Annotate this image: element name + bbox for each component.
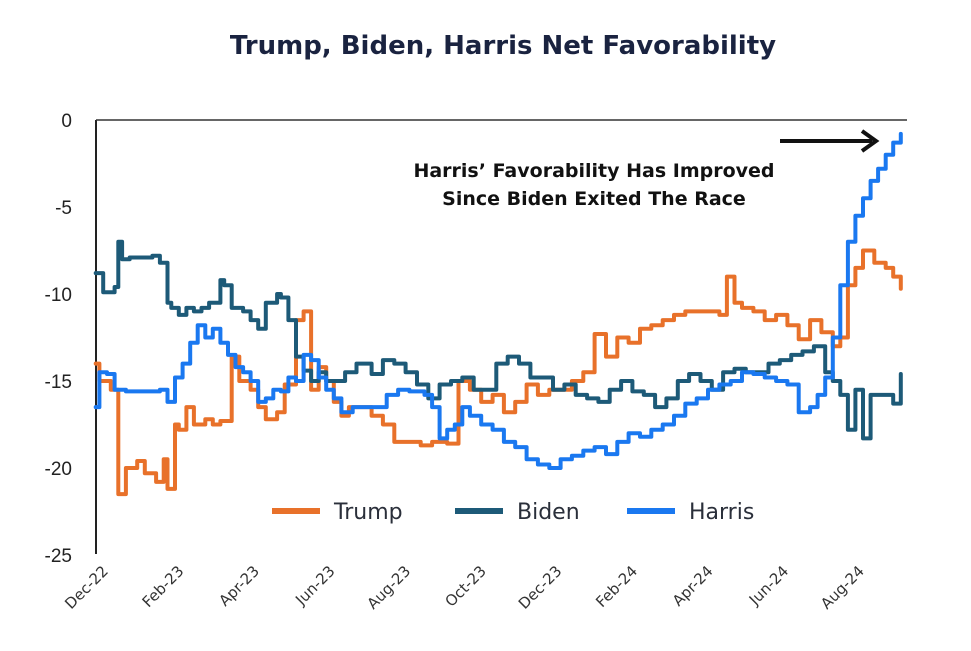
series-line-harris [93,131,903,470]
x-tick-label: Aug-24 [817,562,868,613]
legend-label: Harris [689,500,754,525]
legend-item-trump: Trump [272,500,403,525]
legend-label: Biden [517,500,580,525]
y-tick-label: -10 [45,285,72,306]
y-tick-label: -15 [45,372,72,393]
chart-title: Trump, Biden, Harris Net Favorability [230,31,776,61]
legend-item-biden: Biden [455,500,580,525]
y-tick-label: -5 [55,198,72,219]
x-tick-label: Aug-23 [363,562,414,613]
series-line-biden [93,239,903,441]
x-tick-label: Oct-23 [441,562,489,610]
x-axis-ticks: Dec-22 Feb-23 Apr-23 Jun-23 Aug-23 Oct-23 Dec-… [61,562,868,613]
series-lines [93,131,903,497]
x-tick-label: Dec-23 [515,562,566,613]
legend: Trump Biden Harris [272,500,754,525]
x-tick-label: Jun-24 [745,562,792,609]
legend-label: Trump [333,500,403,525]
x-tick-label: Apr-24 [669,562,717,610]
y-tick-label: -20 [45,459,72,480]
x-tick-label: Jun-23 [291,562,338,609]
y-tick-label: -25 [45,546,72,567]
x-tick-label: Feb-23 [139,562,188,611]
x-tick-label: Feb-24 [592,562,641,611]
y-tick-label: 0 [61,111,72,132]
y-axis-ticks: 0 -5 -10 -15 -20 -25 [45,111,72,567]
x-tick-label: Apr-23 [215,562,263,610]
arrow-icon [780,129,880,153]
legend-item-harris: Harris [627,500,754,525]
annotation-line-1: Harris’ Favorability Has Improved [413,160,774,182]
annotation-line-2: Since Biden Exited The Race [442,188,746,210]
series-line-trump [93,248,903,497]
x-tick-label: Dec-22 [61,562,112,613]
annotation: Harris’ Favorability Has Improved Since … [413,129,880,210]
